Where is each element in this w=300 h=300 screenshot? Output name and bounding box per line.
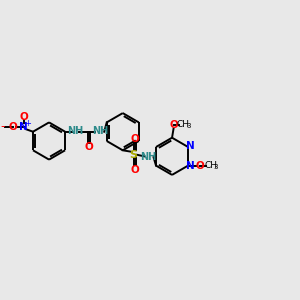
Text: CH: CH	[177, 120, 190, 129]
Text: CH: CH	[204, 161, 217, 170]
Text: O: O	[9, 122, 17, 132]
Text: N: N	[186, 161, 195, 171]
Text: O: O	[20, 112, 28, 122]
Text: O: O	[196, 160, 205, 171]
Text: -: -	[0, 120, 5, 134]
Text: +: +	[24, 118, 31, 127]
Text: N: N	[20, 122, 28, 132]
Text: NH: NH	[92, 125, 108, 136]
Text: O: O	[84, 142, 93, 152]
Text: O: O	[169, 120, 178, 130]
Text: S: S	[130, 150, 137, 160]
Text: O: O	[130, 164, 139, 175]
Text: N: N	[186, 141, 195, 152]
Text: NH: NH	[140, 152, 157, 162]
Text: O: O	[130, 134, 139, 144]
Text: 3: 3	[186, 123, 191, 129]
Text: 3: 3	[214, 164, 218, 170]
Text: NH: NH	[67, 125, 83, 136]
